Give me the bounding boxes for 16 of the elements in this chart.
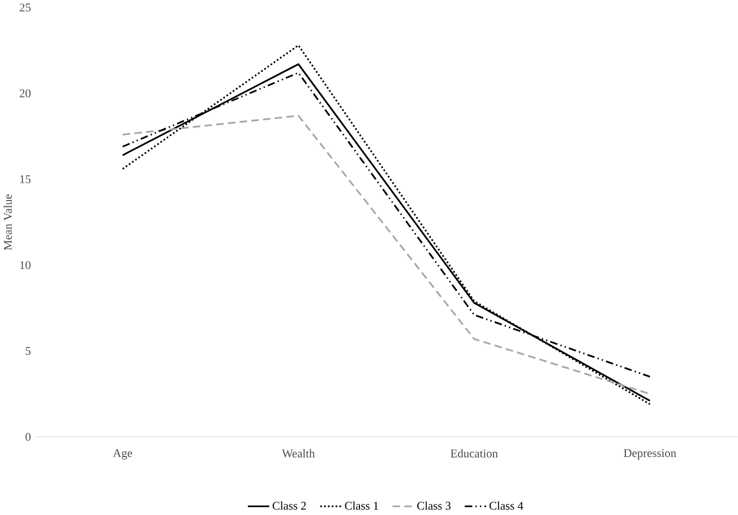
legend-label: Class 2	[272, 501, 306, 510]
legend-label: Class 3	[417, 501, 451, 510]
y-tick-label: 25	[20, 3, 31, 12]
legend-label: Class 4	[490, 501, 524, 510]
y-tick-label: 15	[20, 175, 31, 183]
line-series	[122, 114, 651, 395]
y-tick-label: 20	[20, 89, 31, 98]
y-axis-title: Mean Value	[4, 194, 12, 250]
x-tick-label: Wealth	[282, 448, 315, 458]
y-tick-label: 5	[26, 346, 31, 355]
x-tick-label: Education	[450, 448, 498, 458]
x-tick-label: Age	[112, 448, 132, 460]
legend-label: Class 1	[344, 501, 378, 510]
y-tick-label: 0	[26, 432, 31, 441]
y-tick-label: 10	[20, 260, 31, 269]
x-tick-label: Depression	[624, 448, 676, 460]
